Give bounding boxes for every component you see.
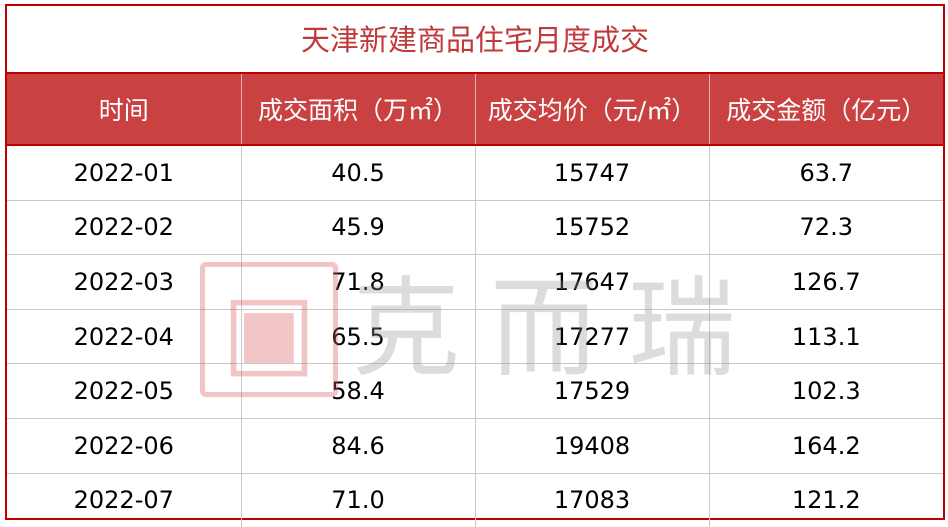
table-cell: 2022-03 xyxy=(7,254,241,310)
table-cell: 84.6 xyxy=(240,418,475,474)
data-table: 时间 成交面积（万㎡） 成交均价（元/㎡） 成交金额（亿元） 2022-01 40.5 1… xyxy=(7,74,943,527)
data-table-container: 天津新建商品住宅月度成交 时间 成交面积（万㎡） 成交均价（元/㎡） 成交金额（亿元）… xyxy=(5,4,945,527)
table-cell: 113.1 xyxy=(708,309,943,365)
column-header: 成交均价（元/㎡） xyxy=(474,74,709,146)
table-cell: 102.3 xyxy=(708,363,943,419)
table-cell: 71.8 xyxy=(240,254,475,310)
table-cell: 2022-05 xyxy=(7,363,241,419)
table-row: 2022-06 84.6 19408 164.2 xyxy=(7,418,943,474)
table-cell: 65.5 xyxy=(240,309,475,365)
table-cell: 2022-04 xyxy=(7,309,241,365)
table-row: 2022-04 65.5 17277 113.1 xyxy=(7,309,943,365)
table-cell: 45.9 xyxy=(240,200,475,256)
table-cell: 164.2 xyxy=(708,418,943,474)
table-cell: 58.4 xyxy=(240,363,475,419)
table-cell: 121.2 xyxy=(708,473,943,527)
table-cell: 40.5 xyxy=(240,145,475,201)
header-row: 时间 成交面积（万㎡） 成交均价（元/㎡） 成交金额（亿元） xyxy=(7,74,943,146)
table-cell: 15752 xyxy=(474,200,709,256)
table-cell: 2022-07 xyxy=(73,486,174,515)
table-cell: 2022-01 xyxy=(7,145,241,201)
table-cell: 63.7 xyxy=(708,145,943,201)
column-header: 成交面积（万㎡） xyxy=(240,74,475,146)
table-cell: 71.0 xyxy=(240,473,475,527)
table-row: 2022-02 45.9 15752 72.3 xyxy=(7,200,943,256)
table-cell: 17083 xyxy=(474,473,709,527)
table-cell: 72.3 xyxy=(708,200,943,256)
table-row: 2022-01 40.5 15747 63.7 xyxy=(7,145,943,201)
table-cell: 2022-06 xyxy=(7,418,241,474)
table-cell: 15747 xyxy=(474,145,709,201)
table-cell: 17529 xyxy=(474,363,709,419)
table-cell: 19408 xyxy=(474,418,709,474)
table-row: 2022-07 71.0 17083 121.2 xyxy=(7,473,943,527)
column-header: 时间 xyxy=(7,74,241,146)
table-cell: 2022-02 xyxy=(7,200,241,256)
table-cell: 17647 xyxy=(474,254,709,310)
table-title: 天津新建商品住宅月度成交 xyxy=(7,6,943,74)
table-row: 2022-05 58.4 17529 102.3 xyxy=(7,363,943,419)
table-cell: 17277 xyxy=(474,309,709,365)
column-header: 成交金额（亿元） xyxy=(708,74,943,146)
table-row: 2022-03 71.8 17647 126.7 xyxy=(7,254,943,310)
table-cell: 126.7 xyxy=(708,254,943,310)
